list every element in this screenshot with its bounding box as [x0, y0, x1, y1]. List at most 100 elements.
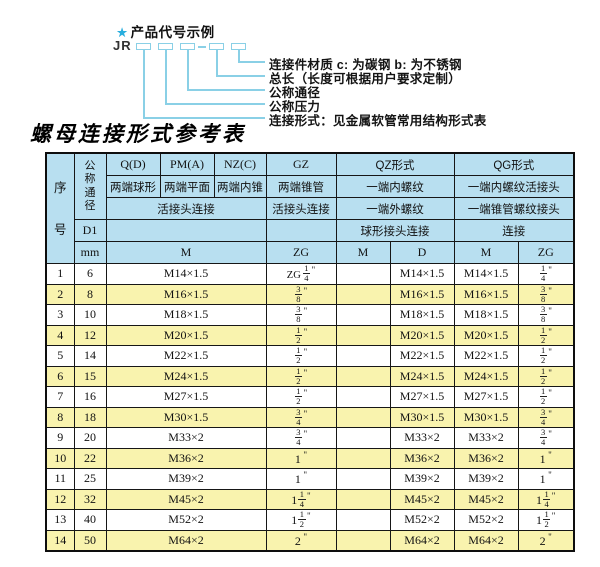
- cell-qz-m: [335, 386, 391, 408]
- cell-zg-size: ZG 1 4 ": [265, 263, 337, 285]
- header-empty-gz: [265, 219, 337, 242]
- col-header-code-gz: GZ: [265, 152, 337, 176]
- table-row: 7 16 M27×1.5 1 2 " M27×1.5 M27×1.5 1 2 ": [45, 386, 575, 408]
- cell-zg-size: 1 2 ": [265, 365, 337, 387]
- cell-qz-d: M39×2: [389, 468, 455, 490]
- table-title: 螺母连接形式参考表: [30, 122, 246, 146]
- table-row: 8 18 M30×1.5 3 4 " M30×1.5 M30×1.5 3 4 ": [45, 406, 575, 428]
- cell-seq: 11: [45, 468, 75, 490]
- table-row: 9 20 M33×2 3 4 " M33×2 M33×2 3 4 ": [45, 427, 575, 449]
- cell-qg-zg-size: 2 ": [517, 529, 575, 551]
- cell-qg-zg-size: 1 ": [517, 468, 575, 490]
- cell-seq: 7: [45, 386, 75, 408]
- cell-dn: 40: [73, 509, 107, 531]
- cell-zg-size: 1 2 ": [265, 345, 337, 367]
- cell-qg-m: M45×2: [453, 488, 519, 510]
- code-label-length: 总长（长度可根据用户要求定制）: [269, 72, 462, 86]
- cell-zg-size: 1 2 ": [265, 386, 337, 408]
- header-desc-gz: 两端锥管: [265, 175, 337, 198]
- star-icon: ★: [116, 25, 129, 40]
- cell-qg-zg-size: 1 1 2 ": [517, 509, 575, 531]
- table-row: 6 15 M24×1.5 1 2 " M24×1.5 M24×1.5 1 2 ": [45, 365, 575, 387]
- cell-qz-m: [335, 509, 391, 531]
- header-union-connect: 活接头连接: [105, 197, 267, 220]
- cell-qg-zg-size: 1 2 ": [517, 324, 575, 346]
- code-label-material: 连接件材质 c: 为碳钢 b: 为不锈钢: [269, 58, 462, 72]
- col-header-code-qz: QZ形式: [335, 152, 455, 176]
- cell-qg-m: M22×1.5: [453, 345, 519, 367]
- cell-dn: 18: [73, 406, 107, 428]
- table-row: 2 8 M16×1.5 3 8 " M16×1.5 M16×1.5 3 8 ": [45, 283, 575, 305]
- cell-dn: 6: [73, 263, 107, 285]
- cell-qg-m: M24×1.5: [453, 365, 519, 387]
- cell-qg-m: M27×1.5: [453, 386, 519, 408]
- connector-line: [238, 50, 240, 62]
- table-row: 14 50 M64×2 2 " M64×2 M64×2 2 ": [45, 529, 575, 551]
- cell-dn: 32: [73, 488, 107, 510]
- header-qz-d: D: [389, 241, 455, 264]
- cell-dn: 15: [73, 365, 107, 387]
- header-ball-joint-connect: 球形接头连接: [335, 219, 455, 242]
- cell-m-thread: M45×2: [105, 488, 267, 510]
- cell-qg-zg-size: 1 2 ": [517, 365, 575, 387]
- cell-qg-m: M36×2: [453, 447, 519, 469]
- cell-qg-zg-size: 3 4 ": [517, 406, 575, 428]
- table-row: 3 10 M18×1.5 3 8 " M18×1.5 M18×1.5 3 8 ": [45, 304, 575, 326]
- cell-qz-d: M64×2: [389, 529, 455, 551]
- connector-line: [165, 103, 265, 105]
- cell-seq: 4: [45, 324, 75, 346]
- header-empty-m: [105, 219, 267, 242]
- cell-qz-d: M20×1.5: [389, 324, 455, 346]
- cell-m-thread: M27×1.5: [105, 386, 267, 408]
- cell-qg-m: M52×2: [453, 509, 519, 531]
- col-header-code-nzc: NZ(C): [213, 152, 267, 176]
- cell-seq: 14: [45, 529, 75, 551]
- table-row: 10 22 M36×2 1 " M36×2 M36×2 1 ": [45, 447, 575, 469]
- table-row: 4 12 M20×1.5 1 2 " M20×1.5 M20×1.5 1 2 ": [45, 324, 575, 346]
- cell-qz-d: M36×2: [389, 447, 455, 469]
- cell-qz-m: [335, 529, 391, 551]
- cell-qg-m: M64×2: [453, 529, 519, 551]
- cell-m-thread: M18×1.5: [105, 304, 267, 326]
- cell-qg-zg-size: 1 1 4 ": [517, 488, 575, 510]
- header-desc-pma: 两端平面: [159, 175, 215, 198]
- connector-line: [143, 117, 265, 119]
- cell-qz-m: [335, 365, 391, 387]
- code-dash: [198, 46, 206, 48]
- cell-qz-d: M33×2: [389, 427, 455, 449]
- header-desc-nzc: 两端内锥: [213, 175, 267, 198]
- cell-dn: 10: [73, 304, 107, 326]
- cell-qz-d: M45×2: [389, 488, 455, 510]
- code-box-3: [180, 43, 195, 50]
- cell-m-thread: M52×2: [105, 509, 267, 531]
- cell-qz-d: M27×1.5: [389, 386, 455, 408]
- cell-m-thread: M30×1.5: [105, 406, 267, 428]
- cell-qg-m: M18×1.5: [453, 304, 519, 326]
- cell-qz-m: [335, 304, 391, 326]
- table-row: 5 14 M22×1.5 1 2 " M22×1.5 M22×1.5 1 2 ": [45, 345, 575, 367]
- cell-seq: 3: [45, 304, 75, 326]
- code-label-diameter: 公称通径: [269, 86, 321, 100]
- table-row: 11 25 M39×2 1 " M39×2 M39×2 1 ": [45, 468, 575, 490]
- cell-dn: 20: [73, 427, 107, 449]
- cell-qg-m: M33×2: [453, 427, 519, 449]
- code-box-5: [231, 43, 246, 50]
- cell-m-thread: M16×1.5: [105, 283, 267, 305]
- code-prefix: JR: [113, 38, 132, 53]
- cell-qg-m: M14×1.5: [453, 263, 519, 285]
- code-box-4: [209, 43, 224, 50]
- cell-zg-size: 1 ": [265, 447, 337, 469]
- cell-dn: 12: [73, 324, 107, 346]
- cell-seq: 5: [45, 345, 75, 367]
- cell-dn: 25: [73, 468, 107, 490]
- connector-line: [216, 50, 218, 76]
- cell-m-thread: M22×1.5: [105, 345, 267, 367]
- cell-qz-d: M52×2: [389, 509, 455, 531]
- cell-seq: 13: [45, 509, 75, 531]
- header-desc-qg: 一端内螺纹活接头: [453, 175, 575, 198]
- header-unit-mm: mm: [73, 241, 107, 264]
- cell-seq: 8: [45, 406, 75, 428]
- cell-seq: 6: [45, 365, 75, 387]
- cell-qg-zg-size: 1 4 ": [517, 263, 575, 285]
- connector-line: [165, 50, 167, 104]
